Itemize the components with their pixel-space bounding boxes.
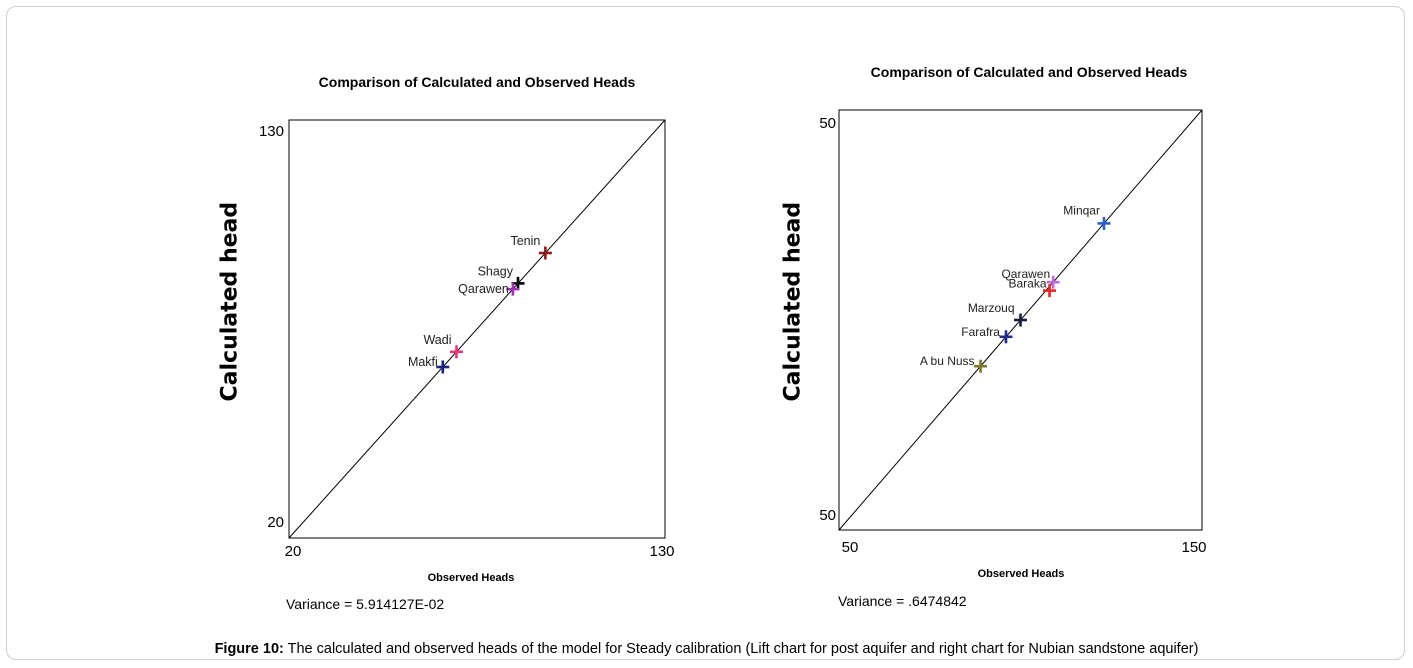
- left-chart-point-label: Shagy: [478, 264, 514, 278]
- left-chart-title: Comparison of Calculated and Observed He…: [319, 74, 636, 90]
- right-chart-point-marzouq: [1014, 313, 1027, 327]
- right-chart-point-minqar: [1097, 216, 1111, 230]
- left-chart-point-label: Wadi: [423, 333, 451, 347]
- right-chart-point-a-bu-nuss: [974, 359, 988, 373]
- right-chart-x-tick-right: 150: [1181, 539, 1206, 556]
- left-chart-one-to-one-line: [288, 119, 666, 539]
- right-chart-point-baraka: [1043, 284, 1057, 298]
- right-chart-point-label: Marzouq: [968, 301, 1015, 315]
- left-chart-x-axis-label: Observed Heads: [428, 572, 515, 584]
- right-chart-point-label: Minqar: [1063, 203, 1100, 217]
- left-chart-point-wadi: [449, 345, 463, 359]
- left-chart-y-tick-top: 130: [259, 123, 284, 140]
- figure-caption: Figure 10: The calculated and observed h…: [0, 641, 1413, 657]
- left-chart-point-tenin: [538, 246, 552, 260]
- left-chart-point-label: Qarawen: [458, 282, 509, 296]
- right-chart-title: Comparison of Calculated and Observed He…: [871, 64, 1188, 80]
- right-chart-point-label: Qarawen: [1001, 267, 1050, 281]
- figure-caption-label: Figure 10:: [214, 641, 284, 657]
- right-chart-y-tick-bottom: 50: [819, 507, 836, 524]
- left-chart-x-tick-right: 130: [649, 543, 674, 560]
- left-chart-point-label: Tenin: [510, 234, 540, 248]
- right-chart-point-qarawen: [1046, 275, 1060, 289]
- left-chart-y-tick-bottom: 20: [267, 514, 284, 531]
- figure-frame: [6, 6, 1405, 660]
- right-chart-point-label: Farafra: [961, 325, 1000, 339]
- left-chart-x-tick-left: 20: [285, 543, 302, 560]
- left-chart-point-qarawen: [506, 282, 520, 296]
- right-chart-point-label: A bu Nuss: [920, 354, 975, 368]
- right-chart-x-tick-left: 50: [842, 539, 859, 556]
- right-chart-point-farafra: [999, 330, 1013, 344]
- right-chart-x-axis-label: Observed Heads: [978, 568, 1065, 580]
- left-chart-variance: Variance = 5.914127E-02: [286, 596, 444, 612]
- left-chart-point-label: Makfi: [408, 355, 438, 369]
- right-chart-variance: Variance = .6474842: [838, 593, 967, 609]
- right-chart-point-label: Baraka: [1009, 277, 1047, 291]
- right-chart-y-tick-top: 50: [819, 115, 836, 132]
- left-chart-point-makfi: [436, 360, 450, 374]
- figure-caption-text: The calculated and observed heads of the…: [283, 641, 1199, 657]
- right-chart-plot-area: [838, 109, 1203, 531]
- left-chart-plot-area: [288, 119, 666, 539]
